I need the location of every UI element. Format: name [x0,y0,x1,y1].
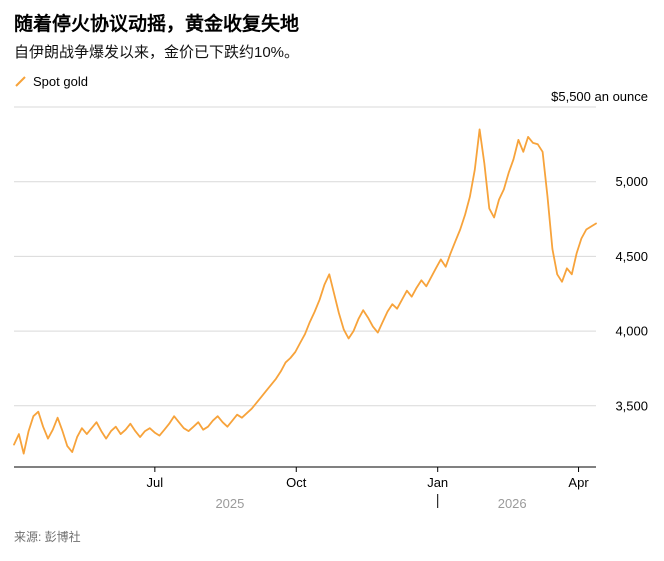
chart-footer: 来源: 彭博社 [14,528,81,545]
chart-subtitle: 自伊朗战争爆发以来，金价已下跌约10%。 [14,43,300,61]
y-axis-label: 3,500 [615,398,648,413]
gold-chart: 3,500 4,000 4,500 5,000 $5,500 an ounce Jul Oc… [13,91,648,511]
year-label: 2025 [215,496,244,511]
x-axis-label: Jan [427,475,448,490]
chart-header: 随着停火协议动摇，黄金收复失地 自伊朗战争爆发以来，金价已下跌约10%。 Spo… [0,0,664,89]
legend-slash-icon [15,76,26,87]
x-axis-label: Oct [286,475,307,490]
spot-gold-legend-marker-icon [15,76,26,87]
y-axis-label: 4,500 [615,249,648,264]
legend: Spot gold [14,74,650,89]
spot-gold-line [13,128,597,455]
source-note: 来源: 彭博社 [14,530,81,544]
legend-label: Spot gold [33,73,88,89]
y-axis-unit-label: $5,500 an ounce [551,91,648,104]
x-axis-label: Jul [147,475,164,490]
chart-title: 随着停火协议动摇，黄金收复失地 [14,14,300,35]
y-axis-label: 5,000 [615,174,648,189]
year-label: 2026 [498,496,527,511]
y-axis-label: 4,000 [615,323,648,338]
x-axis-label: Apr [568,475,589,490]
